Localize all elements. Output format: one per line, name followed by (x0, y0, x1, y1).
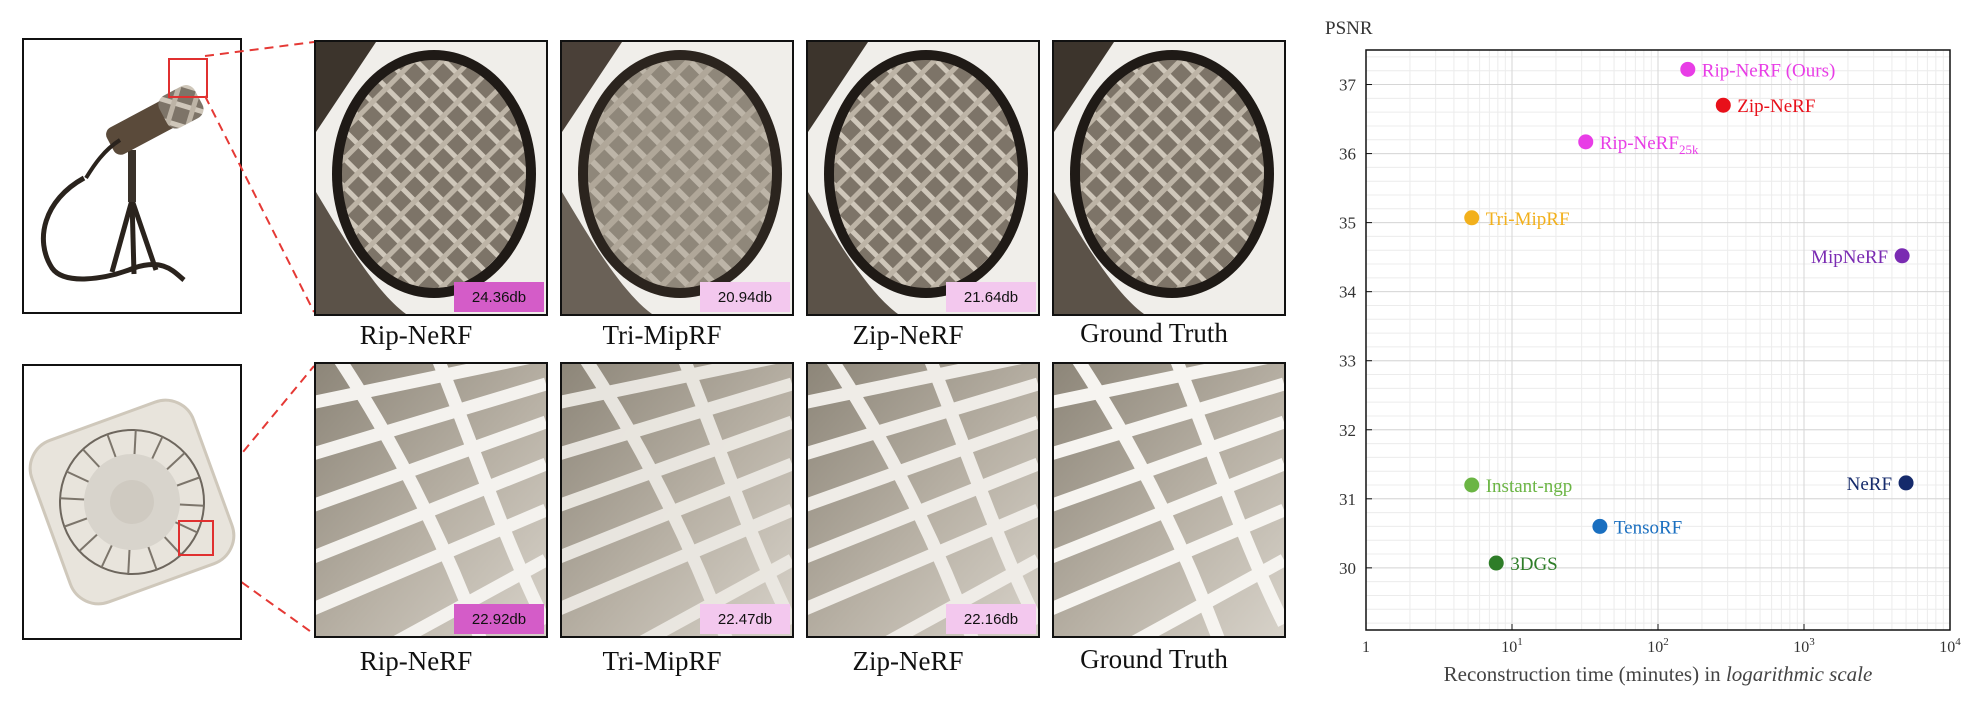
data-point (1488, 555, 1504, 571)
psnr-badge: 20.94db (700, 282, 790, 312)
point-label: Instant-ngp (1486, 476, 1573, 497)
overview-fan (22, 364, 242, 640)
y-tick-label: 33 (1339, 352, 1356, 371)
point-label: 3DGS (1510, 554, 1558, 575)
caption-r2-tri-miprf: Tri-MipRF (602, 646, 722, 676)
y-tick-label: 34 (1339, 283, 1357, 302)
x-tick-label: 1 (1362, 639, 1370, 656)
psnr-badge: 22.47db (700, 604, 790, 634)
x-tick-label: 102 (1647, 636, 1669, 656)
psnr-badge: 22.16db (946, 604, 1036, 634)
point-label: Rip-NeRF25k (1600, 133, 1699, 157)
y-tick-label: 30 (1339, 559, 1356, 578)
x-axis-label: Reconstruction time (minutes) in logarit… (1444, 662, 1873, 686)
data-point (1898, 475, 1914, 491)
caption-r1-rip-nerf: Rip-NeRF (359, 320, 473, 350)
x-tick-label: 104 (1939, 636, 1961, 656)
point-label: MipNeRF (1811, 247, 1888, 268)
point-label: TensoRF (1614, 517, 1682, 538)
crop-r1-zip-nerf: 21.64db (806, 40, 1040, 316)
x-tick-label: 101 (1501, 636, 1523, 656)
data-point (1578, 134, 1594, 150)
y-axis-label: PSNR (1325, 18, 1373, 39)
crop-r1-ground-truth (1052, 40, 1286, 316)
caption-r1-ground-truth: Ground Truth (1080, 318, 1228, 348)
y-tick-label: 37 (1339, 76, 1357, 95)
caption-r1-tri-miprf: Tri-MipRF (602, 320, 722, 350)
y-tick-label: 31 (1339, 490, 1356, 509)
x-tick-label: 103 (1793, 636, 1815, 656)
y-tick-label: 35 (1339, 214, 1356, 233)
point-label: Rip-NeRF (Ours) (1702, 60, 1836, 81)
point-label: NeRF (1847, 474, 1892, 495)
caption-r2-zip-nerf: Zip-NeRF (852, 646, 964, 676)
overview-microphone (22, 38, 242, 314)
caption-r2-rip-nerf: Rip-NeRF (359, 646, 473, 676)
data-point (1680, 61, 1696, 77)
point-label: Zip-NeRF (1737, 96, 1815, 117)
plot-frame (1365, 49, 1951, 631)
psnr-badge: 24.36db (454, 282, 544, 312)
y-tick-label: 32 (1339, 421, 1356, 440)
crop-r1-rip-nerf: 24.36db (314, 40, 548, 316)
data-point (1715, 97, 1731, 113)
data-point (1592, 518, 1608, 534)
psnr-badge: 21.64db (946, 282, 1036, 312)
crop-r2-tri-miprf: 22.47db (560, 362, 794, 638)
data-point (1464, 210, 1480, 226)
psnr-badge: 22.92db (454, 604, 544, 634)
zoom-box (168, 58, 208, 98)
zoom-box (178, 520, 214, 556)
point-label: Tri-MipRF (1486, 209, 1570, 230)
crop-r2-ground-truth (1052, 362, 1286, 638)
crop-r2-zip-nerf: 22.16db (806, 362, 1040, 638)
data-point (1894, 248, 1910, 264)
caption-r1-zip-nerf: Zip-NeRF (852, 320, 964, 350)
caption-r2-ground-truth: Ground Truth (1080, 644, 1228, 674)
y-tick-label: 36 (1339, 145, 1356, 164)
crop-r2-rip-nerf: 22.92db (314, 362, 548, 638)
crop-r1-tri-miprf: 20.94db (560, 40, 794, 316)
data-point (1464, 477, 1480, 493)
